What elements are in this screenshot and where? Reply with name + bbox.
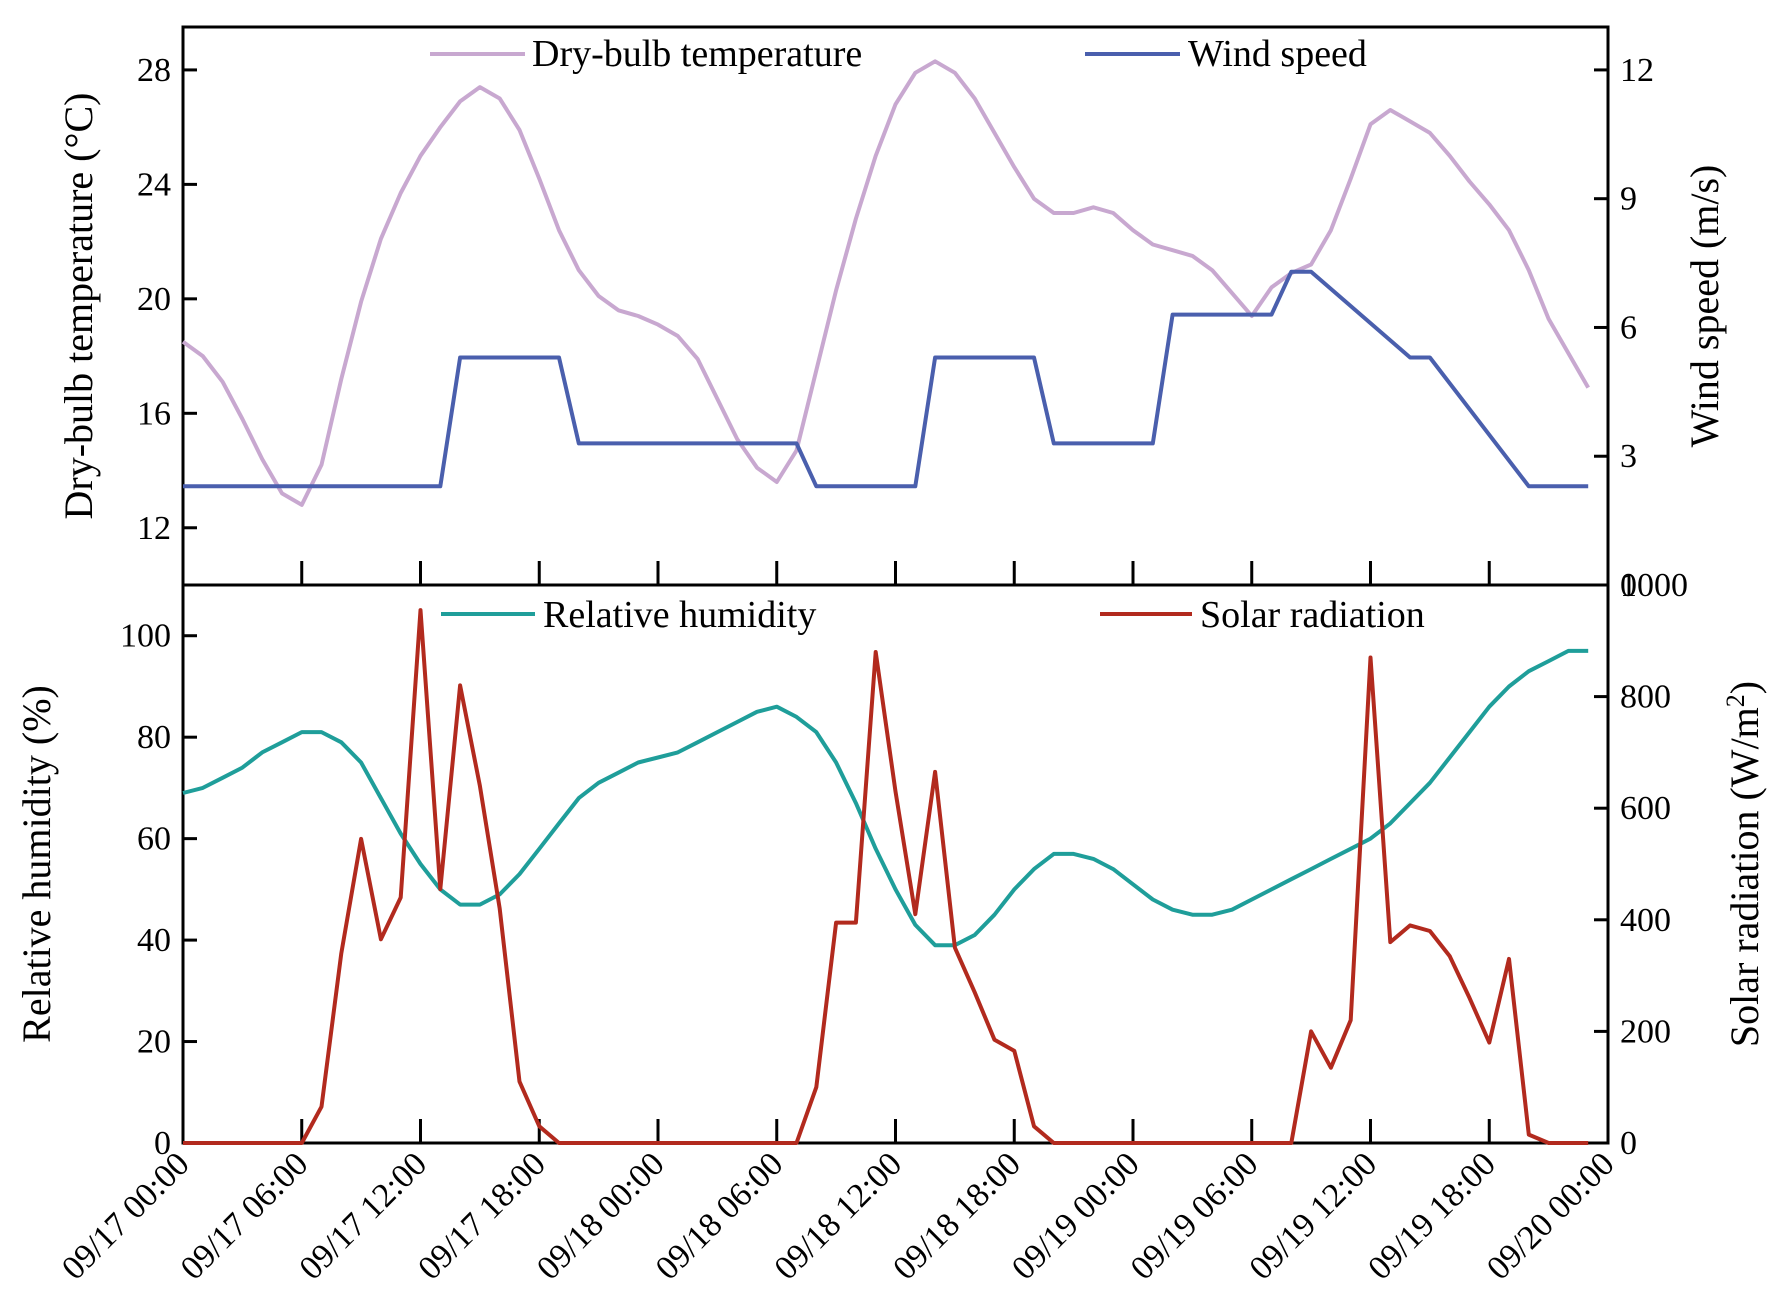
bottom-right-axis-title-sup: 2 xyxy=(1721,694,1750,707)
top-right-tick-label: 12 xyxy=(1620,52,1654,89)
bottom-left-tick-label: 0 xyxy=(154,1125,171,1162)
bottom-left-tick-label: 20 xyxy=(137,1024,171,1061)
x-tick-label: 09/20 00:00 xyxy=(1480,1145,1622,1287)
bottom-left-axis-title: Relative humidity (%) xyxy=(14,685,59,1043)
bottom-left-tick-label: 80 xyxy=(137,719,171,756)
x-tick-label: 09/17 12:00 xyxy=(292,1145,434,1287)
x-tick-label: 09/18 06:00 xyxy=(649,1145,791,1287)
x-tick-label: 09/19 18:00 xyxy=(1361,1145,1503,1287)
bottom-left-tick-label: 60 xyxy=(137,821,171,858)
top-left-tick-label: 16 xyxy=(137,395,171,432)
legend-label-relative-humidity: Relative humidity xyxy=(543,594,816,636)
bottom-plot-frame xyxy=(181,583,1610,1145)
series-line-dry-bulb-temperature xyxy=(181,59,1590,507)
x-tick-label: 09/17 06:00 xyxy=(174,1145,316,1287)
top-left-tick-label: 20 xyxy=(137,281,171,318)
top-left-axis-title: Dry-bulb temperature (°C) xyxy=(56,93,101,520)
bottom-right-axis-title-main: Solar radiation (W/m xyxy=(1722,707,1767,1047)
top-right-tick-label: 9 xyxy=(1620,181,1637,218)
top-right-tick-label: 0 xyxy=(1620,567,1637,604)
series-line-solar-radiation xyxy=(183,608,1589,1145)
x-tick-label: 09/19 12:00 xyxy=(1242,1145,1384,1287)
legend-label-solar-radiation: Solar radiation xyxy=(1200,594,1425,636)
x-tick-label: 09/19 00:00 xyxy=(1005,1145,1147,1287)
bottom-right-tick-label: 600 xyxy=(1620,790,1671,827)
legend-label-wind-speed: Wind speed xyxy=(1188,33,1367,75)
bottom-right-axis-title-close: ) xyxy=(1722,681,1767,694)
top-panel: 12 16 20 24 28 0 3 6 9 12 Dry-bulb temperature (°… xyxy=(56,25,1727,604)
bottom-right-tick-label: 1000 xyxy=(1620,567,1688,604)
legend-wind-speed: Wind speed xyxy=(1085,33,1367,75)
top-left-tick-label: 24 xyxy=(137,166,171,203)
legend-dry-bulb: Dry-bulb temperature xyxy=(430,33,862,75)
legend-solar-radiation: Solar radiation xyxy=(1100,594,1425,636)
x-tick-label: 09/18 12:00 xyxy=(767,1145,909,1287)
bottom-right-tick-label: 200 xyxy=(1620,1013,1671,1050)
bottom-right-tick-label: 800 xyxy=(1620,679,1671,716)
x-tick-label: 09/17 00:00 xyxy=(55,1145,197,1287)
top-ticks: 12 16 20 24 28 0 3 6 9 12 xyxy=(137,52,1654,604)
legend-relative-humidity: Relative humidity xyxy=(441,594,816,636)
x-tick-label: 09/17 18:00 xyxy=(411,1145,553,1287)
x-tick-label: 09/18 00:00 xyxy=(530,1145,672,1287)
bottom-left-tick-label: 40 xyxy=(137,922,171,959)
top-right-tick-label: 6 xyxy=(1620,309,1637,346)
bottom-lines xyxy=(182,608,1589,1145)
bottom-right-tick-label: 400 xyxy=(1620,902,1671,939)
bottom-left-tick-label: 100 xyxy=(120,618,171,655)
bottom-right-tick-label: 0 xyxy=(1620,1125,1637,1162)
series-line-relative-humidity xyxy=(182,648,1589,948)
series-line-wind-speed xyxy=(183,269,1589,489)
x-tick-label: 09/18 18:00 xyxy=(886,1145,1028,1287)
bottom-right-axis-title: Solar radiation (W/m2) xyxy=(1721,681,1768,1047)
top-left-tick-label: 12 xyxy=(137,510,171,547)
top-right-axis-title: Wind speed (m/s) xyxy=(1682,165,1727,448)
top-lines xyxy=(181,59,1590,507)
top-right-tick-label: 3 xyxy=(1620,438,1637,475)
top-left-tick-label: 28 xyxy=(137,52,171,89)
x-tick-label: 09/19 06:00 xyxy=(1124,1145,1266,1287)
legend-label-dry-bulb: Dry-bulb temperature xyxy=(532,33,862,75)
